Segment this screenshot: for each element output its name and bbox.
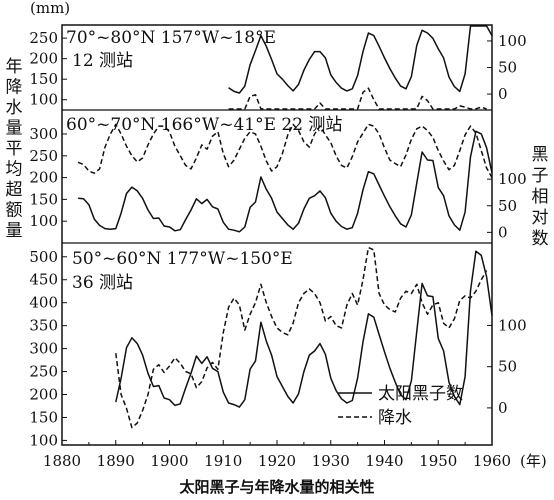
legend-sunspot-label: 太阳黑子数 [378,384,463,404]
left-tick-label: 400 [29,294,58,312]
left-tick-label: 300 [29,125,58,143]
left-tick-label: 200 [29,50,58,68]
left-axis-title-char: 年 [6,57,23,77]
left-axis-title-char: 额 [6,201,23,221]
left-tick-label: 250 [29,29,58,47]
left-tick-label: 450 [29,271,58,289]
panel-2-title: 60°~70°N 166°W~41°E 22 测站 [66,115,342,135]
left-axis-title-char: 量 [6,221,23,241]
right-tick-label: 50 [498,197,517,215]
x-tick-label: 1900 [150,452,188,470]
x-tick-label: 1950 [419,452,457,470]
x-tick-label: 1930 [312,452,350,470]
left-tick-label: 100 [29,212,58,230]
panel-3-title: 50°~60°N 177°W~150°E [72,249,293,269]
right-axis-title-char: 对 [532,208,549,228]
plot-frame [61,24,493,446]
rainfall-series-line [77,123,493,178]
left-tick-label: 200 [29,386,58,404]
sunspot-series-line [228,25,493,94]
right-axis-title-char: 黑 [532,145,549,165]
left-tick-label: 150 [29,70,58,88]
right-axis-title-char: 子 [532,166,549,186]
left-tick-label: 150 [29,408,58,426]
left-axis-title-char: 水 [6,98,23,118]
panel-1-subtitle: 12 测站 [72,51,133,71]
left-axis-title-char: 平 [6,139,23,159]
left-tick-label: 250 [29,147,58,165]
right-tick-label: 100 [498,170,527,188]
rainfall-series-line [228,87,487,110]
x-tick-label: 1890 [97,452,135,470]
left-axis-title-char: 量 [6,119,23,139]
left-axis-title-char: 超 [6,180,23,200]
x-axis-unit: (年) [520,452,547,470]
sunspot-series-line [78,130,493,233]
right-axis-title-char: 数 [532,229,549,249]
x-tick-label: 1910 [204,452,242,470]
chart-marks: 100 150 200 250 0 50 100 100 150 200 250 300 0 50 100 1… [29,25,527,470]
left-tick-label: 300 [29,340,58,358]
right-tick-label: 0 [498,223,508,241]
left-axis-title-char: 降 [6,78,23,98]
left-tick-label: 200 [29,169,58,187]
left-tick-label: 500 [29,248,58,266]
legend-rain-label: 降水 [378,408,412,428]
right-tick-label: 50 [498,59,517,77]
x-tick-label: 1960 [473,452,511,470]
x-tick-label: 1940 [365,452,403,470]
left-axis-title-char: 均 [6,160,23,180]
x-tick-label: 1920 [258,452,296,470]
right-tick-label: 50 [498,358,517,376]
right-tick-label: 100 [498,32,527,50]
panel-3-subtitle: 36 测站 [72,273,133,293]
chart-caption: 太阳黑子与年降水量的相关性 [179,478,374,496]
right-axis-title-char: 相 [532,187,549,207]
legend: 太阳黑子数 降水 [338,384,463,428]
left-unit-label: (mm) [30,0,70,17]
rainfall-series-line [115,246,488,429]
x-tick-label: 1880 [43,452,81,470]
left-tick-label: 100 [29,431,58,449]
left-tick-label: 250 [29,363,58,381]
right-tick-label: 0 [498,85,508,103]
left-tick-label: 350 [29,317,58,335]
right-tick-label: 0 [498,399,508,417]
panel-1-title: 70°~80°N 157°W~18°E [66,28,276,48]
left-tick-label: 150 [29,190,58,208]
left-tick-label: 100 [29,91,58,109]
right-tick-label: 100 [498,316,527,334]
sunspot-series-line [115,250,493,408]
